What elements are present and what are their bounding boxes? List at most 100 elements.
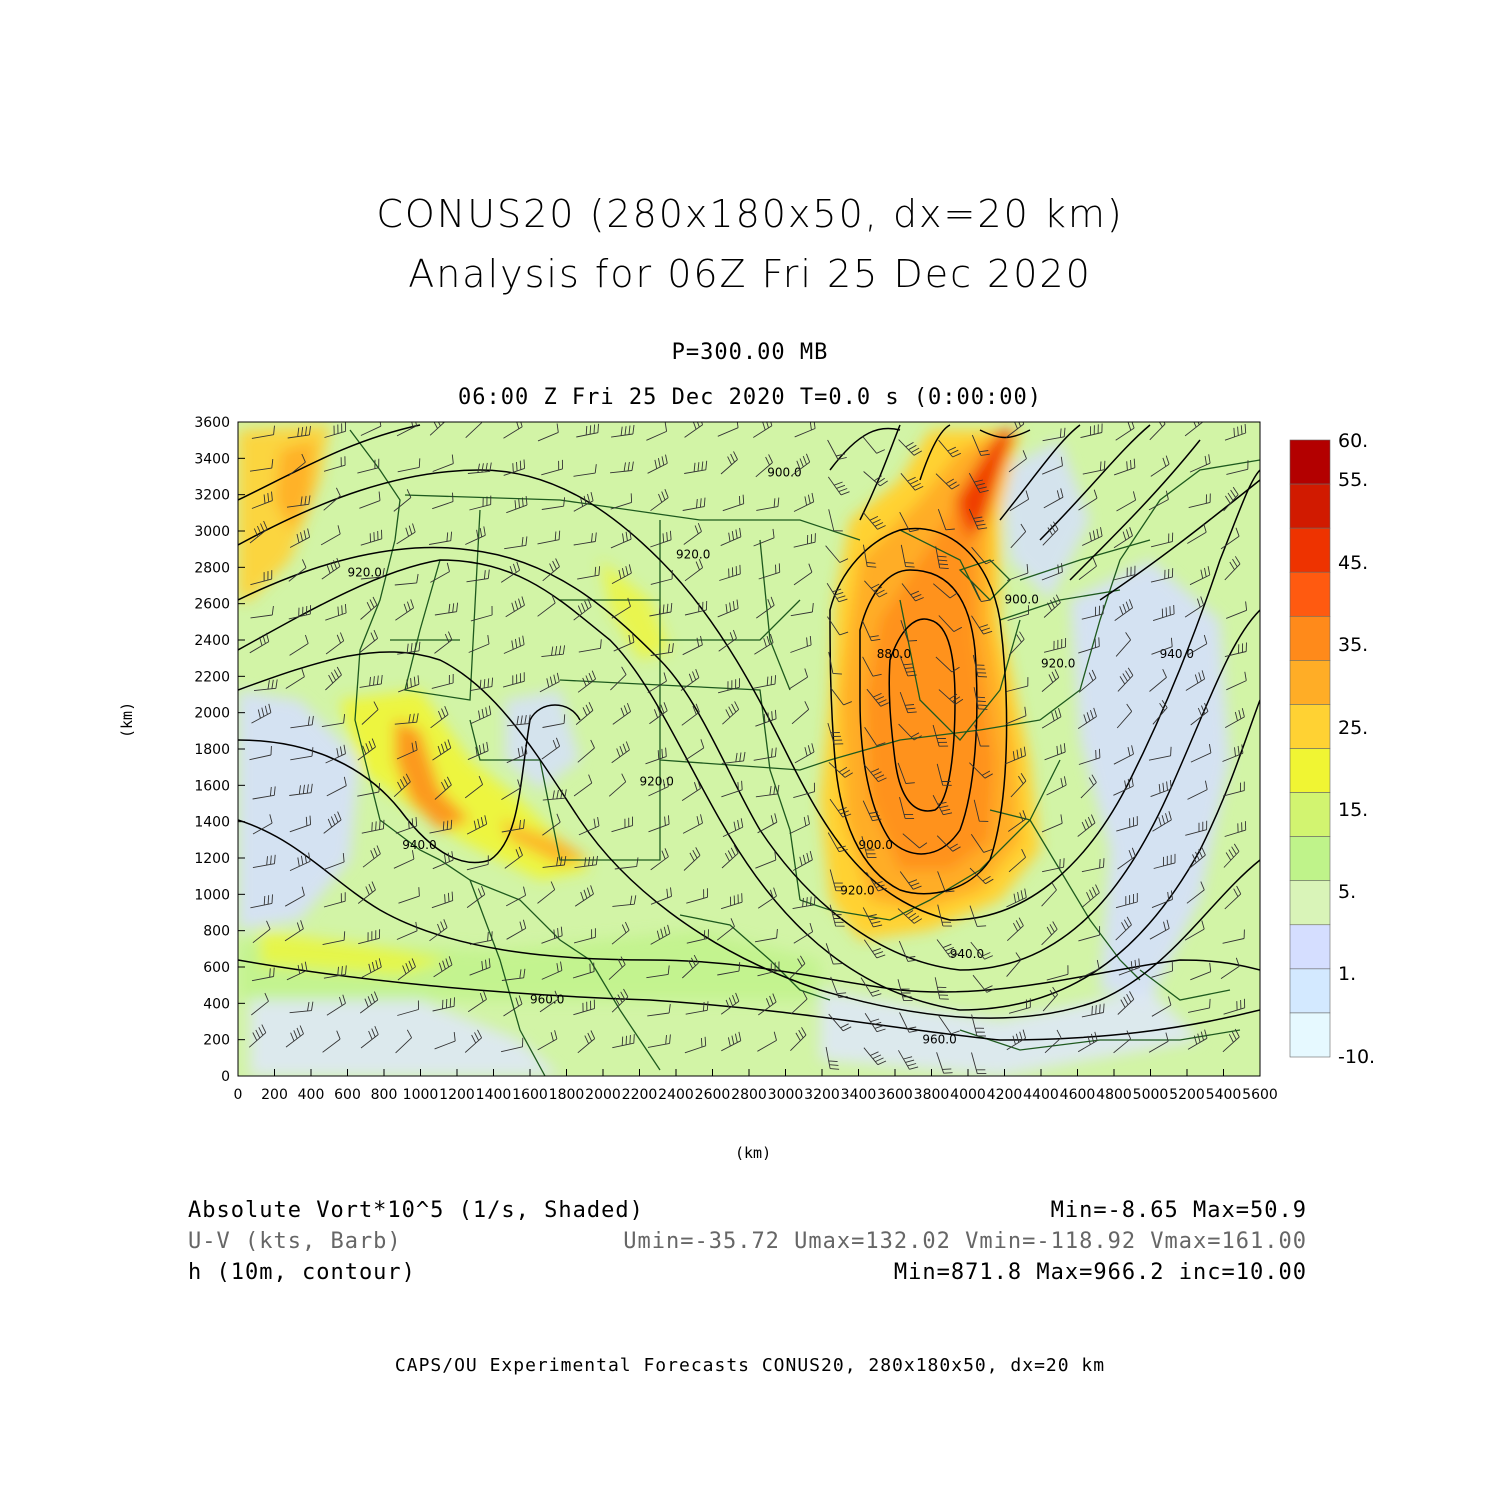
- wind-barb: [680, 669, 700, 691]
- wind-barb: [1042, 456, 1063, 475]
- wind-barb: [361, 701, 379, 725]
- wind-barb: [1222, 781, 1245, 797]
- y-tick-label: 1000: [194, 887, 230, 903]
- wind-barb: [1082, 460, 1106, 475]
- wind-barb: [1151, 637, 1173, 655]
- wind-barb: [429, 919, 448, 942]
- wind-barb: [537, 1030, 558, 1051]
- x-tick-label: 5200: [1169, 1087, 1205, 1103]
- wind-barb: [395, 599, 415, 621]
- wind-barb: [790, 635, 812, 653]
- wind-barb: [861, 620, 881, 642]
- wind-barb: [722, 494, 745, 512]
- wind-barb: [610, 666, 627, 691]
- wind-barb: [398, 675, 420, 693]
- wind-barb: [503, 459, 526, 476]
- wind-barb: [898, 439, 923, 456]
- y-axis-label: (km): [118, 701, 136, 738]
- wind-barb: [1041, 563, 1063, 581]
- plot-frame: [237, 421, 1261, 1077]
- wind-barb: [468, 635, 490, 653]
- wind-barb: [1077, 1031, 1098, 1053]
- wind-barb: [968, 508, 988, 530]
- wind-barb: [938, 689, 964, 705]
- wind-barb: [320, 525, 341, 546]
- wind-barb: [788, 668, 809, 690]
- wind-barb: [1117, 991, 1135, 1015]
- wind-barb: [1223, 843, 1240, 868]
- wind-barb: [250, 894, 273, 909]
- wind-barb: [465, 526, 486, 545]
- wind-barb: [685, 739, 705, 761]
- wind-barb: [1042, 986, 1058, 1012]
- wind-barb: [757, 1031, 777, 1052]
- wind-barb: [577, 739, 595, 763]
- wind-barb: [720, 893, 743, 910]
- legend-wind: U-V (kts, Barb): [188, 1229, 402, 1254]
- wind-barb: [574, 885, 594, 907]
- wind-barb: [577, 566, 601, 580]
- wind-barb: [791, 701, 810, 725]
- wind-barb: [898, 940, 917, 962]
- x-tick-label: 1800: [549, 1087, 585, 1103]
- colorbar-swatch: [1289, 1012, 1331, 1058]
- wind-barb: [610, 493, 633, 510]
- contour-label: 920.0: [676, 547, 710, 561]
- wind-barb: [864, 580, 888, 598]
- wind-barb: [971, 581, 991, 603]
- wind-barb: [901, 583, 924, 602]
- wind-barb: [434, 776, 452, 800]
- wind-barb: [1153, 853, 1176, 869]
- wind-barb: [1116, 703, 1133, 729]
- wind-barb: [575, 702, 594, 725]
- wind-barb: [828, 651, 842, 675]
- wind-barb: [1115, 893, 1138, 909]
- wind-barb: [1008, 810, 1027, 832]
- wind-barb: [542, 813, 561, 836]
- wind-barb: [1187, 780, 1208, 800]
- x-tick-label: 4800: [1096, 1087, 1132, 1103]
- wind-barb: [504, 536, 528, 550]
- contour-label: 900.0: [859, 838, 893, 852]
- wind-barb: [932, 724, 949, 747]
- wind-barb: [1041, 669, 1060, 692]
- wind-barb: [504, 846, 523, 869]
- wind-barb: [1042, 521, 1059, 546]
- contour-label: 920.0: [1041, 656, 1075, 670]
- wind-barb: [898, 1050, 919, 1070]
- wind-barb: [1042, 858, 1065, 873]
- wind-barb: [470, 705, 492, 725]
- wind-barb: [322, 931, 346, 946]
- wind-barb: [572, 962, 595, 979]
- wind-barb: [937, 508, 955, 531]
- wind-barb: [502, 672, 525, 688]
- wind-barb: [433, 956, 453, 978]
- wind-barb: [577, 1030, 596, 1054]
- wind-barb: [1077, 814, 1096, 837]
- wind-barb: [287, 425, 311, 439]
- wind-barb: [470, 677, 494, 692]
- wind-barb: [1222, 744, 1244, 762]
- colorbar-swatch: [1289, 924, 1331, 970]
- wind-barb: [466, 885, 486, 908]
- legend-height-range: Min=871.8 Max=966.2 inc=10.00: [893, 1260, 1307, 1285]
- y-tick-label: 800: [203, 924, 230, 940]
- y-tick-label: 2600: [194, 597, 230, 613]
- wind-barb: [899, 691, 917, 714]
- colorbar-label: 45.: [1338, 552, 1368, 574]
- wind-barb: [1150, 455, 1170, 477]
- credit-line: CAPS/OU Experimental Forecasts CONUS20, …: [394, 1355, 1106, 1376]
- contour-labels: 920.0 920.0 900.0 880.0 900.0 920.0 920.0 940.0…: [348, 466, 1194, 1047]
- figure-title-line2: Analysis for 06Z Fri 25 Dec 2020: [408, 252, 1092, 296]
- wind-barb: [970, 833, 993, 853]
- wind-barb: [937, 904, 952, 927]
- wind-barb: [863, 764, 887, 783]
- colorbar-label: 1.: [1338, 963, 1356, 985]
- wind-barb: [429, 819, 453, 834]
- wind-barb: [1007, 605, 1030, 621]
- wind-barb: [757, 813, 778, 834]
- wind-barb: [935, 473, 960, 490]
- x-axis-label: (km): [735, 1144, 772, 1162]
- wind-barb: [360, 629, 379, 653]
- wind-barb: [466, 569, 490, 583]
